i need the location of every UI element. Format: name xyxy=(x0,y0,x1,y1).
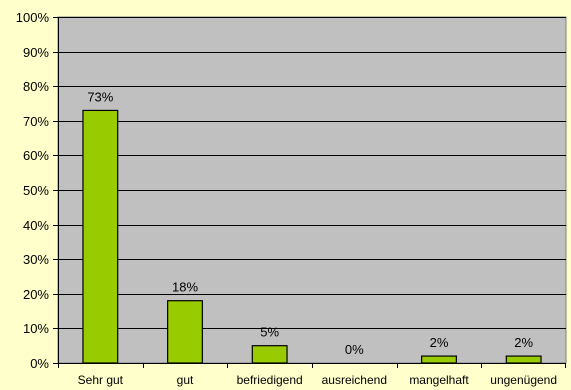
data-label: 18% xyxy=(172,280,198,295)
y-tick-label: 20% xyxy=(23,287,49,302)
data-label: 5% xyxy=(260,325,279,340)
y-tick-label: 40% xyxy=(23,218,49,233)
y-tick-label: 60% xyxy=(23,148,49,163)
bar-mangelhaft xyxy=(421,355,457,364)
gridlines xyxy=(58,17,566,329)
bar-sehr-gut xyxy=(82,109,119,364)
data-label: 2% xyxy=(514,335,533,350)
y-tick-label: 70% xyxy=(23,114,49,129)
x-category-label: Sehr gut xyxy=(78,373,124,387)
y-tick-label: 90% xyxy=(23,45,49,60)
data-label: 0% xyxy=(345,342,364,357)
bar-ungenügend xyxy=(505,355,542,364)
x-category-label: mangelhaft xyxy=(409,373,469,387)
bar-befriedigend xyxy=(251,345,288,364)
data-label: 2% xyxy=(430,335,449,350)
x-category-label: ausreichend xyxy=(322,373,387,387)
y-tick-label: 80% xyxy=(23,79,49,94)
data-label: 73% xyxy=(87,89,113,104)
y-tick-label: 50% xyxy=(23,183,49,198)
x-category-label: ungenügend xyxy=(490,373,557,387)
x-category-label: befriedigend xyxy=(237,373,303,387)
y-tick-label: 100% xyxy=(16,10,50,25)
x-axis-categories: Sehr gut gut befriedigend ausreichend mangel… xyxy=(58,363,566,387)
data-labels: 73% 18% 5% 0% 2% 2% xyxy=(87,89,533,357)
y-tick-label: 10% xyxy=(23,321,49,336)
x-category-label: gut xyxy=(177,373,194,387)
bar-gut xyxy=(167,300,203,364)
y-tick-label: 30% xyxy=(23,252,49,267)
y-axis-ticks: 0% 10% 20% 30% 40% 50% 60% 70% 80% 90% 100% xyxy=(16,10,566,371)
bars xyxy=(82,109,542,364)
y-tick-label: 0% xyxy=(30,356,49,371)
